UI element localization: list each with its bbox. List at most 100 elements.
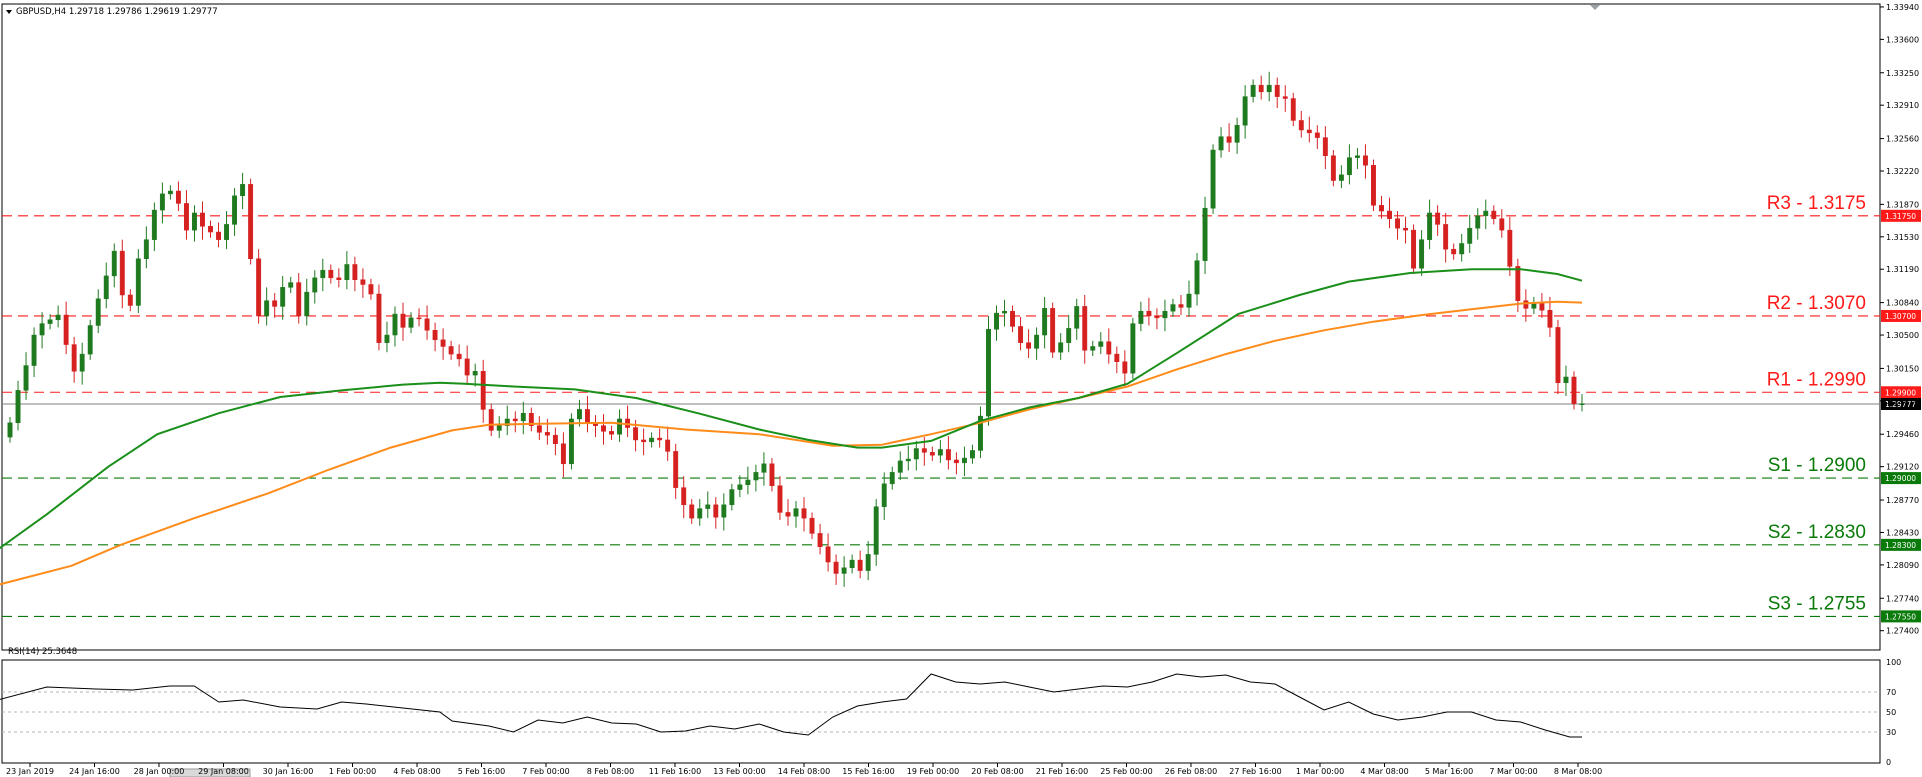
candle-body xyxy=(1443,224,1449,250)
level-label: S3 - 1.2755 xyxy=(1768,593,1866,614)
candle-body xyxy=(705,504,711,509)
candle-body xyxy=(1459,243,1465,255)
shift-marker-icon[interactable] xyxy=(1590,5,1600,10)
level-price-tag-text: 1.28300 xyxy=(1885,541,1916,550)
candle-body xyxy=(881,483,887,507)
scrollbar-thumb[interactable] xyxy=(169,768,251,777)
candle-body xyxy=(15,390,21,424)
candle-body xyxy=(288,282,294,288)
x-tick-label: 27 Feb 16:00 xyxy=(1229,767,1281,776)
candle-body xyxy=(609,431,614,435)
candle-body xyxy=(368,284,374,295)
current-price-tag xyxy=(1881,397,1921,410)
current-price-tag-text: 1.29777 xyxy=(1885,400,1916,409)
candle-body xyxy=(312,277,318,293)
candle-body xyxy=(1403,227,1409,231)
candle-body xyxy=(1018,326,1024,343)
price-axis: 1.33940 1.33600 1.33250 1.32910 1.32560 1.322… xyxy=(1880,3,1919,636)
candle-body xyxy=(1499,218,1505,231)
candle-body xyxy=(63,314,69,345)
candle-body xyxy=(1274,84,1280,97)
candle-body xyxy=(1539,302,1545,311)
candle-body xyxy=(23,365,29,391)
x-tick-label: 26 Feb 08:00 xyxy=(1165,767,1217,776)
candle-body xyxy=(849,559,855,568)
candle-body xyxy=(673,451,679,488)
level-label: R1 - 1.2990 xyxy=(1767,369,1866,390)
level-label: R2 - 1.3070 xyxy=(1767,293,1866,314)
candle-body xyxy=(1523,300,1529,309)
candle-body xyxy=(689,504,695,519)
candle-body xyxy=(697,508,703,519)
candle-body xyxy=(408,317,414,328)
candle-body xyxy=(504,418,510,426)
candle-body xyxy=(528,412,534,426)
candle-body xyxy=(1354,155,1360,158)
rsi-tick-label: 70 xyxy=(1886,688,1896,697)
candle-body xyxy=(1146,310,1152,317)
candle-body xyxy=(55,314,61,321)
candle-body xyxy=(1106,341,1112,355)
candle-body xyxy=(1362,155,1368,166)
candle-body xyxy=(111,250,117,277)
candle-body xyxy=(1242,96,1248,126)
candle-body xyxy=(1419,239,1425,269)
candle-body xyxy=(1395,218,1400,229)
rsi-tick-label: 30 xyxy=(1886,728,1896,737)
candle-body xyxy=(87,325,93,355)
x-tick-label: 8 Feb 08:00 xyxy=(587,767,634,776)
candle-body xyxy=(1074,306,1080,329)
y-tick-label: 1.31530 xyxy=(1886,233,1919,242)
candle-body xyxy=(568,418,574,465)
candle-body xyxy=(793,508,799,517)
candle-body xyxy=(1002,310,1007,314)
moving-averages xyxy=(0,268,1583,586)
y-tick-label: 1.29460 xyxy=(1886,430,1919,439)
candle-body xyxy=(127,294,133,306)
candle-body xyxy=(649,437,655,443)
candle-body xyxy=(1250,84,1256,97)
candle-body xyxy=(1226,136,1232,143)
y-tick-label: 1.28430 xyxy=(1886,528,1919,537)
x-tick-label: 7 Mar 00:00 xyxy=(1489,767,1537,776)
candle-body xyxy=(1210,149,1216,209)
candle-body xyxy=(360,279,366,285)
candle-body xyxy=(1026,342,1032,349)
candle-body xyxy=(905,458,911,462)
candle-body xyxy=(1306,129,1312,134)
candle-body xyxy=(897,460,903,473)
candle-body xyxy=(448,346,454,355)
candle-body xyxy=(721,504,727,518)
candle-body xyxy=(1010,310,1016,327)
candle-body xyxy=(392,313,398,336)
candle-body xyxy=(745,479,751,486)
level-price-tag-text: 1.30700 xyxy=(1885,312,1916,321)
symbol-dropdown-icon[interactable] xyxy=(6,10,12,14)
candle-body xyxy=(1290,98,1296,121)
candle-body xyxy=(1411,229,1417,269)
candle-body xyxy=(1114,353,1120,362)
y-tick-label: 1.29120 xyxy=(1886,463,1919,472)
y-tick-label: 1.27400 xyxy=(1886,627,1919,636)
candle-body xyxy=(681,487,687,506)
level-price-tag-text: 1.27550 xyxy=(1885,612,1916,621)
candle-body xyxy=(159,193,165,211)
candle-body xyxy=(713,504,719,518)
x-tick-label: 14 Feb 08:00 xyxy=(778,767,830,776)
candle-body xyxy=(585,409,590,424)
rsi-line xyxy=(0,673,1582,738)
candle-body xyxy=(1058,342,1064,353)
y-tick-label: 1.32560 xyxy=(1886,135,1919,144)
candle-body xyxy=(729,489,735,506)
candle-body xyxy=(817,533,823,548)
candle-body xyxy=(216,231,221,240)
candle-body xyxy=(320,269,326,279)
candle-body xyxy=(296,282,302,317)
candle-body xyxy=(240,184,246,197)
candle-body xyxy=(400,313,406,328)
symbol-header: GBPUSD,H4 1.29718 1.29786 1.29619 1.2977… xyxy=(16,7,218,17)
rsi-panel: 100 70 50 30 0 xyxy=(0,658,1901,767)
candle-body xyxy=(224,224,230,240)
rsi-tick-label: 100 xyxy=(1886,658,1901,667)
candle-body xyxy=(560,443,566,465)
